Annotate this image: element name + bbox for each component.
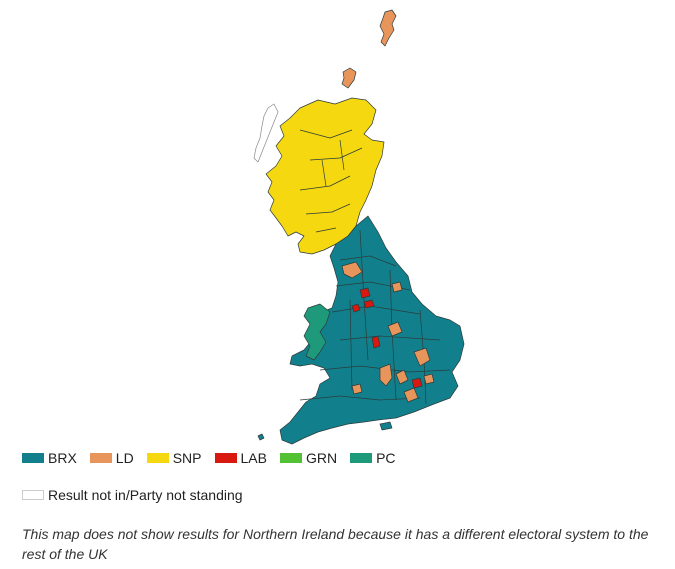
legend-item-lab: LAB [214,450,267,466]
scotland-region [265,97,385,255]
lab-area [351,303,361,313]
legend-swatch-brx-icon [22,453,44,463]
legend-label: GRN [305,450,338,466]
legend-label: SNP [172,450,202,466]
legend-swatch-pc-icon [350,453,373,463]
orkney-region [341,67,357,89]
empty-swatch-icon [22,490,44,500]
ld-area [391,281,403,293]
uk-results-map [253,9,465,445]
ld-area [351,383,363,395]
legend-label: PC [376,450,396,466]
legend-swatch-ld-icon [89,453,112,463]
shetland-region [379,9,397,47]
ld-area [413,347,431,367]
ld-area [423,373,435,385]
scotland-boundaries [299,129,363,233]
isle-of-wight [379,421,393,431]
wales-pc-region [303,303,331,361]
legend-swatch-grn-icon [279,453,302,463]
legend-item-grn: GRN [279,450,338,466]
western-isles-region [253,103,279,163]
lab-area [371,335,381,349]
ld-area [341,261,363,279]
lab-area [363,299,375,309]
legend-not-in: Result not in/Party not standing [22,487,243,503]
legend-swatch-snp-icon [146,453,169,463]
ld-area [395,369,409,385]
legend-not-in-label: Result not in/Party not standing [48,487,243,503]
legend-swatch-lab-icon [214,453,237,463]
lab-area [411,377,423,389]
legend-item-pc: PC [350,450,396,466]
legend-label: BRX [48,450,77,466]
legend-label: LD [115,450,134,466]
ld-area [387,321,403,337]
ld-area [379,363,393,387]
map-caption: This map does not show results for North… [22,526,649,562]
lab-area [359,287,371,299]
isles-of-scilly [257,433,265,441]
legend-label: LAB [240,450,267,466]
legend-item-snp: SNP [146,450,202,466]
ld-area [403,387,419,403]
legend-item-ld: LD [89,450,134,466]
legend-item-brx: BRX [22,450,77,466]
map-legend: BRX LD SNP LAB GRN PC [22,450,409,466]
